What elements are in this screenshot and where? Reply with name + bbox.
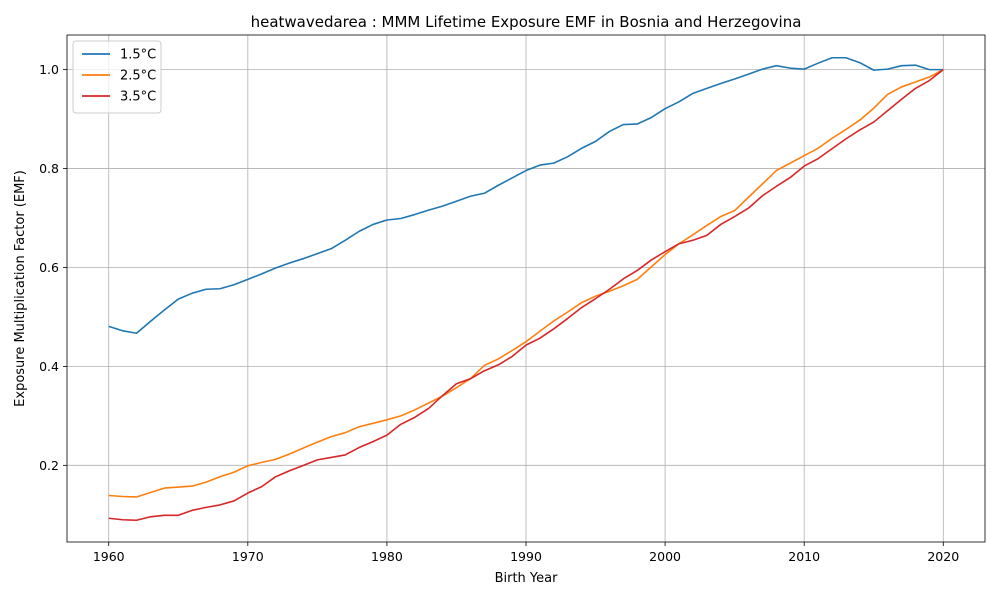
y-tick-label: 0.8 — [39, 161, 59, 176]
y-tick-label: 1.0 — [39, 62, 59, 77]
series-line-2 — [108, 68, 944, 498]
legend-label-2: 2.5°C — [120, 69, 156, 84]
y-tick-label: 0.4 — [39, 359, 59, 374]
y-axis-label: Exposure Multiplication Factor (EMF) — [13, 170, 28, 407]
y-tick-label: 0.2 — [39, 458, 59, 473]
legend-label-3: 3.5°C — [120, 90, 156, 105]
series-line-1 — [108, 56, 944, 335]
series-line-3 — [108, 68, 944, 522]
legend: 1.5°C 2.5°C 3.5°C — [72, 40, 162, 114]
x-tick-label: 1990 — [510, 549, 542, 564]
x-tick-label: 2020 — [927, 549, 959, 564]
x-tick-label: 1970 — [232, 549, 264, 564]
x-tick-label: 1980 — [371, 549, 403, 564]
series-layer — [108, 56, 944, 522]
legend-label-1: 1.5°C — [120, 48, 156, 63]
grid-lines — [67, 35, 985, 542]
x-tick-label: 2000 — [649, 549, 681, 564]
chart-title: heatwavedarea : MMM Lifetime Exposure EM… — [251, 13, 802, 31]
y-tick-label: 0.6 — [39, 260, 59, 275]
x-tick-label: 1960 — [93, 549, 125, 564]
legend-box — [72, 40, 162, 114]
axis-ticks: 1960 1970 1980 1990 2000 2010 2020 0.2 0.4 0.6 0.8… — [39, 62, 959, 564]
x-tick-label: 2010 — [788, 549, 820, 564]
x-axis-label: Birth Year — [495, 571, 559, 586]
